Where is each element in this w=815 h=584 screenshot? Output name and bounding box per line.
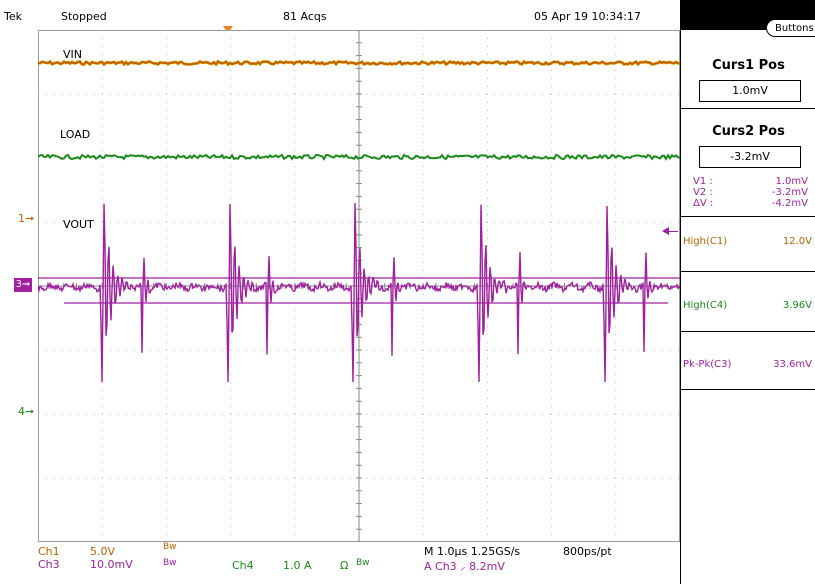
vin-trace xyxy=(38,60,680,66)
resolution-readout: 800ps/pt xyxy=(563,545,612,558)
run-status: Stopped xyxy=(61,10,107,23)
measurement-pkpk-c3[interactable]: Pk-Pk(C3) 33.6mV xyxy=(681,359,815,370)
measurement-label: High(C1) xyxy=(683,236,728,247)
trigger-position-icon[interactable] xyxy=(223,26,233,33)
vout-trace xyxy=(38,203,680,383)
ch3-label[interactable]: Ch3 xyxy=(38,558,60,571)
ch1-marker[interactable]: 1➞ xyxy=(18,212,35,225)
waveform-canvas: VIN LOAD VOUT xyxy=(38,30,680,542)
date-time: 05 Apr 19 10:34:17 xyxy=(534,10,641,23)
measurement-label: High(C4) xyxy=(683,300,728,311)
timebase-readout[interactable]: M 1.0µs 1.25GS/s xyxy=(424,545,521,558)
ch4-ohm-icon: Ω xyxy=(340,559,349,572)
cursor-menu-panel: Buttons Curs1 Pos 1.0mV Curs2 Pos -3.2mV… xyxy=(680,0,815,584)
ch4-scale[interactable]: 1.0 A xyxy=(283,559,312,572)
ch3-marker-label: 3 xyxy=(15,279,22,290)
measurement-value: 3.96V xyxy=(782,300,812,311)
curs2-title: Curs2 Pos xyxy=(712,124,785,139)
curs1-position-field[interactable]: 1.0mV xyxy=(699,80,801,102)
ch1-bandwidth-icon: Bw xyxy=(163,542,177,552)
v1-label: V1 : xyxy=(693,176,713,187)
brand-label: Tek xyxy=(4,10,22,23)
divider xyxy=(681,331,815,332)
cursor-readouts: V1 : 1.0mV V2 : -3.2mV ΔV : -4.2mV xyxy=(693,176,808,209)
trigger-readout[interactable]: A Ch3 ⸝ 8.2mV xyxy=(424,560,505,573)
ch4-marker-label: 4 xyxy=(18,405,25,418)
status-bar: Tek Stopped 81 Acqs 05 Apr 19 10:34:17 xyxy=(0,0,680,28)
buttons-button[interactable]: Buttons xyxy=(766,19,815,37)
ch1-label[interactable]: Ch1 xyxy=(38,545,60,558)
measurement-label: Pk-Pk(C3) xyxy=(683,359,732,370)
cursor-arrow-line xyxy=(668,231,678,232)
divider xyxy=(681,389,815,390)
waveform-display[interactable]: VIN LOAD VOUT xyxy=(38,30,680,542)
ch3-scale[interactable]: 10.0mV xyxy=(90,558,133,571)
load-label: LOAD xyxy=(60,128,90,141)
settings-bar: Ch1 5.0V Bw Ch3 10.0mV Bw Ch4 1.0 A Ω Bw… xyxy=(0,542,680,584)
vout-label: VOUT xyxy=(63,218,94,231)
cursor-arrow-icon xyxy=(662,227,669,235)
divider xyxy=(681,271,815,272)
divider xyxy=(681,216,815,217)
vin-label: VIN xyxy=(63,48,82,61)
ch4-label[interactable]: Ch4 xyxy=(232,559,254,572)
measurement-value: 12.0V xyxy=(782,236,812,247)
v1-value: 1.0mV xyxy=(775,176,809,187)
ch1-scale[interactable]: 5.0V xyxy=(90,545,116,558)
divider xyxy=(681,108,815,109)
ch3-bandwidth-icon: Bw xyxy=(163,558,177,568)
ch3-marker[interactable]: 3➞ xyxy=(14,278,32,292)
delta-v-label: ΔV : xyxy=(693,198,714,209)
v2-value: -3.2mV xyxy=(771,187,808,198)
ch1-marker-label: 1 xyxy=(18,212,25,225)
measurement-value: 33.6mV xyxy=(773,359,812,370)
ch4-bandwidth-icon: Bw xyxy=(356,558,370,568)
delta-v-value: -4.2mV xyxy=(771,198,808,209)
measurement-high-c4[interactable]: High(C4) 3.96V xyxy=(681,300,815,311)
acquisition-count: 81 Acqs xyxy=(283,10,327,23)
v2-label: V2 : xyxy=(693,187,713,198)
ch4-marker[interactable]: 4➞ xyxy=(18,405,35,418)
curs1-title: Curs1 Pos xyxy=(712,58,785,73)
curs2-position-field[interactable]: -3.2mV xyxy=(699,146,801,168)
load-trace xyxy=(38,153,680,161)
measurement-high-c1[interactable]: High(C1) 12.0V xyxy=(681,236,815,247)
